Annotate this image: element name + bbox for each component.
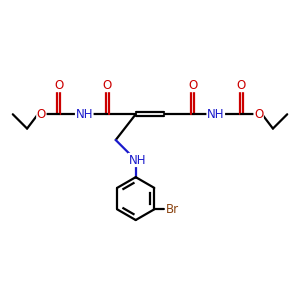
Text: O: O — [54, 79, 63, 92]
Text: O: O — [37, 108, 46, 121]
Text: NH: NH — [128, 154, 146, 166]
Text: O: O — [103, 79, 112, 92]
Text: O: O — [188, 79, 197, 92]
Text: Br: Br — [165, 203, 178, 216]
Text: NH: NH — [76, 108, 93, 121]
Text: O: O — [237, 79, 246, 92]
Text: O: O — [254, 108, 263, 121]
Text: NH: NH — [207, 108, 224, 121]
